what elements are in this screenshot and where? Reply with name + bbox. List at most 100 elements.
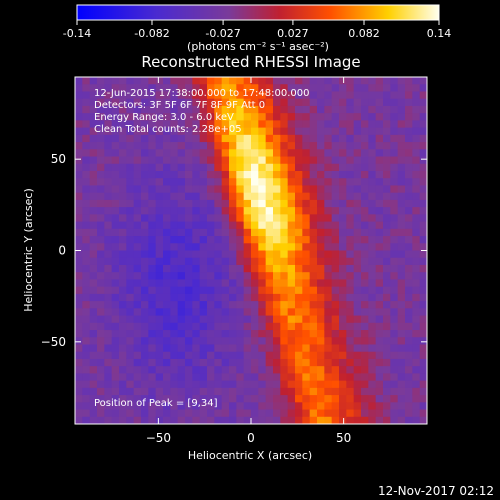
heatmap-cell: [324, 308, 333, 317]
heatmap-cell: [309, 272, 318, 281]
heatmap-cell: [339, 402, 347, 411]
heatmap-cell: [258, 337, 267, 346]
heatmap-cell: [390, 322, 399, 331]
heatmap-cell: [397, 243, 406, 252]
heatmap-cell: [243, 322, 252, 331]
heatmap-cell: [331, 416, 340, 424]
heatmap-cell: [177, 315, 186, 324]
heatmap-cell: [368, 286, 377, 295]
heatmap-cell: [97, 257, 105, 266]
heatmap-cell: [375, 322, 384, 331]
heatmap-cell: [89, 178, 98, 187]
heatmap-cell: [383, 308, 391, 317]
heatmap-cell: [375, 402, 384, 411]
heatmap-cell: [104, 351, 113, 360]
heatmap-cell: [405, 315, 413, 324]
heatmap-cell: [229, 178, 237, 187]
heatmap-cell: [192, 257, 201, 266]
heatmap-cell: [170, 308, 179, 317]
heatmap-cell: [199, 236, 208, 244]
heatmap-cell: [317, 149, 325, 158]
heatmap-cell: [353, 236, 362, 244]
heatmap-cell: [405, 199, 413, 208]
heatmap-cell: [141, 185, 149, 194]
heatmap-cell: [177, 243, 186, 252]
heatmap-cell: [133, 293, 142, 302]
heatmap-cell: [302, 236, 311, 244]
heatmap-cell: [419, 178, 427, 187]
heatmap-cell: [104, 170, 113, 179]
heatmap-cell: [317, 207, 325, 215]
heatmap-cell: [236, 322, 245, 331]
heatmap-cell: [324, 105, 333, 114]
heatmap-cell: [207, 250, 215, 259]
heatmap-cell: [214, 264, 223, 273]
heatmap-cell: [368, 257, 377, 266]
heatmap-cell: [346, 322, 355, 331]
heatmap-cell: [383, 84, 391, 93]
heatmap-cell: [155, 178, 164, 187]
colorbar-tick-label: 0.027: [277, 27, 309, 40]
heatmap-cell: [419, 272, 427, 281]
heatmap-cell: [199, 163, 208, 172]
heatmap-cell: [75, 344, 83, 353]
heatmap-cell: [390, 98, 399, 107]
heatmap-cell: [214, 84, 223, 93]
heatmap-cell: [331, 142, 340, 150]
heatmap-cell: [390, 279, 399, 288]
heatmap-cell: [331, 308, 340, 317]
heatmap-cell: [177, 351, 186, 360]
heatmap-cell: [170, 243, 179, 252]
heatmap-cell: [295, 301, 303, 309]
heatmap-cell: [199, 264, 208, 273]
heatmap-cell: [412, 380, 421, 389]
heatmap-cell: [75, 156, 83, 165]
heatmap-cell: [361, 301, 369, 309]
heatmap-cell: [361, 293, 369, 302]
heatmap-cell: [361, 351, 369, 360]
heatmap-cell: [133, 185, 142, 194]
heatmap-cell: [346, 98, 355, 107]
heatmap-cell: [163, 366, 171, 374]
heatmap-cell: [287, 156, 296, 165]
heatmap-cell: [177, 156, 186, 165]
heatmap-cell: [111, 149, 120, 158]
heatmap-cell: [82, 228, 91, 237]
heatmap-cell: [346, 257, 355, 266]
heatmap-cell: [346, 293, 355, 302]
heatmap-cell: [177, 301, 186, 309]
heatmap-cell: [155, 105, 164, 114]
heatmap-cell: [273, 337, 281, 346]
heatmap-cell: [236, 358, 245, 367]
heatmap-cell: [273, 351, 281, 360]
heatmap-cell: [111, 199, 120, 208]
heatmap-cell: [368, 214, 377, 223]
heatmap-cell: [368, 98, 377, 107]
heatmap-cell: [126, 77, 135, 85]
heatmap-cell: [258, 272, 267, 281]
heatmap-cell: [155, 286, 164, 295]
heatmap-cell: [214, 366, 223, 374]
heatmap-cell: [97, 207, 105, 215]
heatmap-cell: [353, 293, 362, 302]
heatmap-cell: [104, 409, 113, 418]
heatmap-cell: [243, 192, 252, 201]
heatmap-cell: [75, 366, 83, 374]
heatmap-cell: [111, 84, 120, 93]
heatmap-cell: [111, 344, 120, 353]
heatmap-cell: [375, 301, 384, 309]
heatmap-cell: [133, 272, 142, 281]
heatmap-cell: [163, 416, 171, 424]
heatmap-cell: [97, 142, 105, 150]
heatmap-cell: [390, 192, 399, 201]
heatmap-cell: [258, 134, 267, 143]
heatmap-cell: [75, 257, 83, 266]
heatmap-cell: [185, 257, 193, 266]
heatmap-cell: [346, 84, 355, 93]
heatmap-cell: [375, 221, 384, 230]
heatmap-cell: [419, 214, 427, 223]
heatmap-cell: [97, 134, 105, 143]
heatmap-cell: [295, 257, 303, 266]
heatmap-cell: [170, 178, 179, 187]
heatmap-cell: [390, 257, 399, 266]
